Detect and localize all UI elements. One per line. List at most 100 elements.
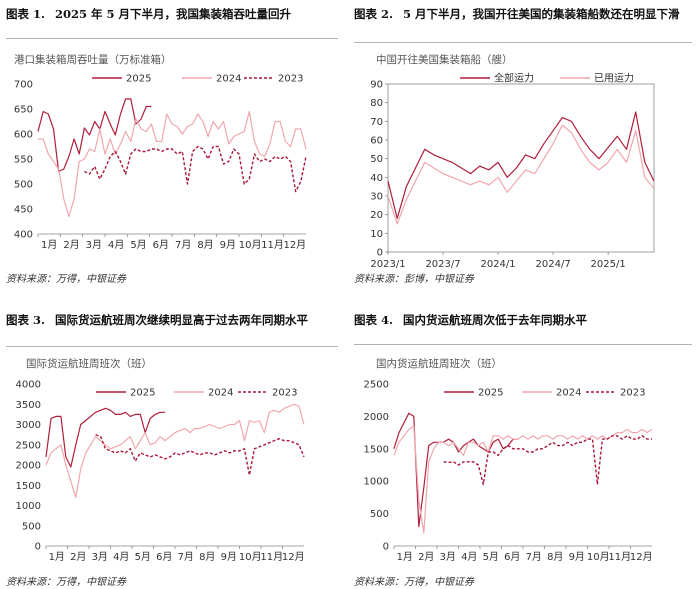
legend-label: 2023 (278, 74, 303, 85)
y-tick-label: 1000 (16, 501, 41, 512)
x-tick-label: 11月 (608, 551, 631, 563)
x-tick-label: 2月 (418, 551, 434, 563)
x-tick-label: 2025/1 (591, 259, 626, 270)
x-tick-label: 2023/7 (425, 259, 460, 270)
x-tick-label: 4月 (113, 551, 129, 563)
unit-label: 港口集装箱周吞吐量（万标准箱） (14, 54, 172, 66)
figure-title-text: 2025 年 5 月下半月，我国集装箱吞吐量回升 (55, 7, 292, 21)
unit-label: 国际货运航班周班次（班） (26, 358, 152, 370)
y-tick-label: 600 (14, 130, 33, 141)
x-tick-label: 3月 (92, 551, 108, 563)
x-tick-label: 7月 (175, 239, 191, 251)
y-tick-label: 50 (370, 154, 383, 165)
x-tick-label: 10月 (239, 551, 262, 563)
x-tick-label: 2月 (63, 239, 79, 251)
y-tick-label: 2000 (364, 412, 389, 423)
x-tick-label: 12月 (283, 239, 306, 251)
y-tick-label: 2500 (16, 440, 41, 451)
y-tick-label: 30 (370, 192, 383, 203)
y-tick-label: 1500 (16, 481, 41, 492)
series-line-2024 (45, 403, 305, 499)
x-tick-label: 2月 (70, 551, 86, 563)
x-tick-label: 12月 (282, 551, 305, 563)
y-tick-label: 650 (14, 105, 33, 116)
figure-number: 图表 3. (6, 313, 46, 327)
figure-title-text: 5 月下半月，我国开往美国的集装箱船数还在明显下滑 (403, 7, 680, 21)
source-note: 资料来源：万得，中银证券 (354, 577, 474, 588)
y-tick-label: 3000 (16, 420, 41, 431)
unit-label: 国内货运航班周班次（班） (376, 358, 502, 370)
x-tick-label: 3月 (440, 551, 456, 563)
title-rule (354, 42, 692, 43)
figure-title: 图表 2. 5 月下半月，我国开往美国的集装箱船数还在明显下滑 (354, 6, 694, 23)
x-tick-label: 11月 (260, 551, 283, 563)
figure-title-text: 国际货运航班周次继续明显高于过去两年同期水平 (55, 313, 309, 327)
panel-figure-1: 图表 1. 2025 年 5 月下半月，我国集装箱吞吐量回升 港口集装箱周吞吐量（… (6, 6, 346, 286)
y-tick-label: 2500 (364, 380, 389, 391)
figure-title: 图表 1. 2025 年 5 月下半月，我国集装箱吞吐量回升 (6, 6, 346, 23)
figure-title-text: 国内货运航班周次低于去年同期水平 (403, 313, 588, 327)
y-tick-label: 3500 (16, 400, 41, 411)
y-tick-label: 2000 (16, 461, 41, 472)
series-line-2023 (95, 433, 305, 476)
legend-label: 2024 (216, 74, 241, 85)
y-tick-label: 20 (370, 210, 383, 221)
x-tick-label: 10月 (587, 551, 610, 563)
y-tick-label: 10 (370, 229, 383, 240)
x-tick-label: 1月 (49, 551, 65, 563)
figure-title: 图表 4. 国内货运航班周次低于去年同期水平 (354, 312, 694, 329)
legend-label: 已用运力 (594, 72, 634, 85)
source-note: 资料来源：彭博，中银证券 (354, 274, 474, 285)
series-line-2025 (37, 98, 152, 173)
legend-label: 2024 (208, 388, 233, 399)
legend-label: 全部运力 (494, 72, 534, 85)
x-tick-label: 12月 (630, 551, 653, 563)
x-tick-label: 5月 (483, 551, 499, 563)
x-tick-label: 1月 (397, 551, 413, 563)
x-tick-label: 2024/1 (480, 259, 515, 270)
y-tick-label: 0 (377, 248, 383, 259)
x-tick-label: 5月 (130, 239, 146, 251)
y-tick-label: 400 (14, 230, 33, 241)
chart-container-intl-flights: 0 500 1000 1500 2000 2500 3000 3500 4000 1月 2月 3月 4月… (16, 380, 305, 563)
title-rule (6, 38, 338, 39)
series-line-2024 (38, 110, 307, 218)
legend-label: 2025 (478, 388, 503, 399)
chart-container-us-ships: 0 10 20 30 40 50 60 70 80 90 2023/1 2023/7 2024/1 202… (370, 72, 655, 270)
title-rule (6, 346, 338, 347)
y-tick-label: 1000 (364, 477, 389, 488)
y-tick-label: 500 (370, 509, 389, 520)
y-tick-label: 60 (370, 136, 383, 147)
figure-number: 图表 2. (354, 7, 394, 21)
x-tick-label: 7月 (178, 551, 194, 563)
y-tick-label: 1500 (364, 444, 389, 455)
figure-title: 图表 3. 国际货运航班周次继续明显高于过去两年同期水平 (6, 312, 346, 329)
x-tick-label: 9月 (221, 551, 237, 563)
x-tick-label: 7月 (526, 551, 542, 563)
source-note: 资料来源：万得，中银证券 (6, 577, 126, 588)
x-tick-label: 1月 (41, 239, 57, 251)
panel-figure-2: 图表 2. 5 月下半月，我国开往美国的集装箱船数还在明显下滑 中国开往美国集装箱… (354, 6, 694, 286)
series-line-2024 (393, 425, 653, 534)
y-tick-label: 700 (14, 80, 33, 91)
x-tick-label: 10月 (239, 239, 262, 251)
x-tick-label: 8月 (197, 239, 213, 251)
series-line-2023 (84, 145, 307, 193)
series-line-已用运力 (387, 124, 655, 225)
x-tick-label: 8月 (199, 551, 215, 563)
legend-label: 2023 (272, 388, 297, 399)
series-line-全部运力 (387, 111, 655, 219)
source-note: 资料来源：万得，中银证券 (6, 274, 126, 285)
x-tick-label: 8月 (547, 551, 563, 563)
legend-label: 2025 (126, 74, 151, 85)
x-tick-label: 2023/1 (370, 259, 405, 270)
plot-frame (387, 83, 655, 253)
x-tick-label: 6月 (153, 239, 169, 251)
panel-figure-4: 图表 4. 国内货运航班周次低于去年同期水平 国内货运航班周班次（班） 0 500 1… (354, 312, 694, 589)
chart-container-domestic-flights: 0 500 1000 1500 2000 2500 1月 2月 3月 4月 5月 6月 7月 8月 9月 10… (364, 380, 653, 564)
legend-label: 2025 (130, 388, 155, 399)
x-tick-label: 6月 (156, 551, 172, 563)
x-tick-label: 2024/7 (536, 259, 571, 270)
x-tick-label: 3月 (86, 239, 102, 251)
